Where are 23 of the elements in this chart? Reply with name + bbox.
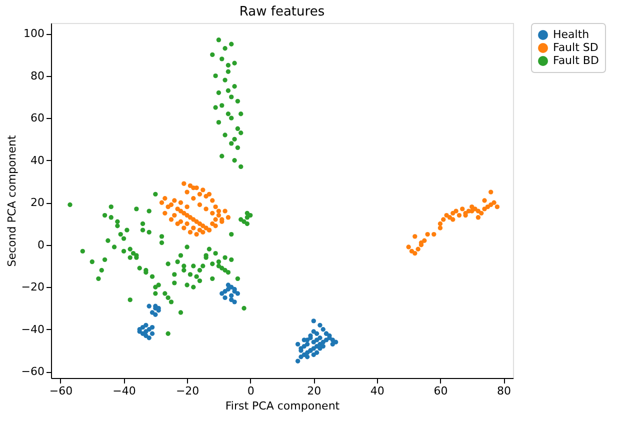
x-tick-label: 80: [497, 384, 512, 398]
y-tick-label: 100: [24, 27, 44, 40]
chart-title: Raw features: [239, 4, 325, 20]
y-tick-label: −40: [21, 322, 44, 336]
x-tick-label: 20: [307, 384, 322, 398]
legend-label: Health: [553, 28, 590, 41]
y-tick-label: 40: [30, 154, 44, 167]
y-tick-label: 0: [38, 238, 44, 252]
x-tick-label: 60: [434, 384, 448, 398]
x-tick-label: 0: [247, 384, 254, 398]
y-tick-label: 20: [30, 196, 44, 210]
y-tick-label: −60: [21, 365, 44, 378]
x-tick-label: −40: [112, 384, 136, 398]
y-tick-label: −20: [21, 280, 44, 294]
x-axis-title: First PCA component: [225, 400, 340, 412]
y-tick-label: 60: [30, 112, 44, 125]
x-tick-label: 40: [370, 384, 384, 398]
x-tick-label: −60: [49, 384, 73, 398]
legend-label: Fault SD: [553, 41, 598, 54]
y-tick-label: 80: [30, 69, 44, 82]
x-tick-label: −20: [176, 384, 200, 398]
legend-label: Fault BD: [553, 54, 599, 67]
y-axis-title: Second PCA component: [5, 134, 18, 267]
